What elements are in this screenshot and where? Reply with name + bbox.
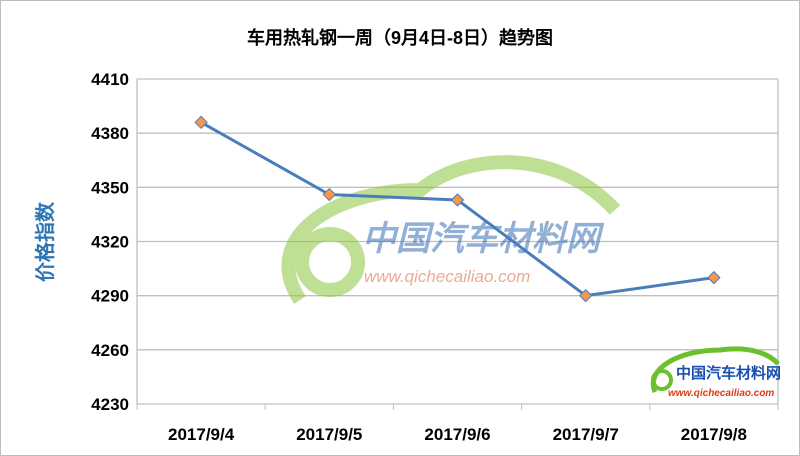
x-tick-label: 2017/9/5	[296, 425, 362, 444]
data-point	[194, 115, 208, 130]
chart-title: 车用热轧钢一周（9月4日-8日）趋势图	[247, 27, 553, 48]
corner-logo: 中国汽车材料网 www.qichecailiao.com	[650, 346, 781, 399]
data-point	[450, 193, 465, 207]
x-tick-label: 2017/9/4	[168, 425, 235, 444]
corner-logo-url: www.qichecailiao.com	[668, 388, 774, 399]
corner-logo-name: 中国汽车材料网	[676, 364, 781, 382]
y-tick-label: 4410	[91, 70, 129, 89]
y-tick-label: 4290	[91, 287, 129, 306]
y-tick-label: 4380	[91, 124, 129, 143]
x-tick-label: 2017/9/6	[424, 425, 490, 444]
data-point	[322, 187, 337, 202]
y-axis-label: 价格指数	[33, 201, 57, 282]
data-point	[578, 288, 593, 303]
y-tick-label: 4260	[91, 341, 129, 360]
x-tick-label: 2017/9/7	[553, 425, 619, 444]
y-tick-label: 4350	[91, 178, 129, 197]
watermark-url: www.qichecailiao.com	[364, 267, 530, 286]
watermark-logo: 中国汽车材料网 www.qichecailiao.com	[281, 155, 621, 304]
y-tick-label: 4230	[91, 395, 129, 414]
watermark-name: 中国汽车材料网	[362, 220, 605, 258]
data-point	[707, 270, 721, 285]
y-tick-label: 4320	[91, 233, 129, 252]
x-tick-label: 2017/9/8	[681, 425, 747, 444]
